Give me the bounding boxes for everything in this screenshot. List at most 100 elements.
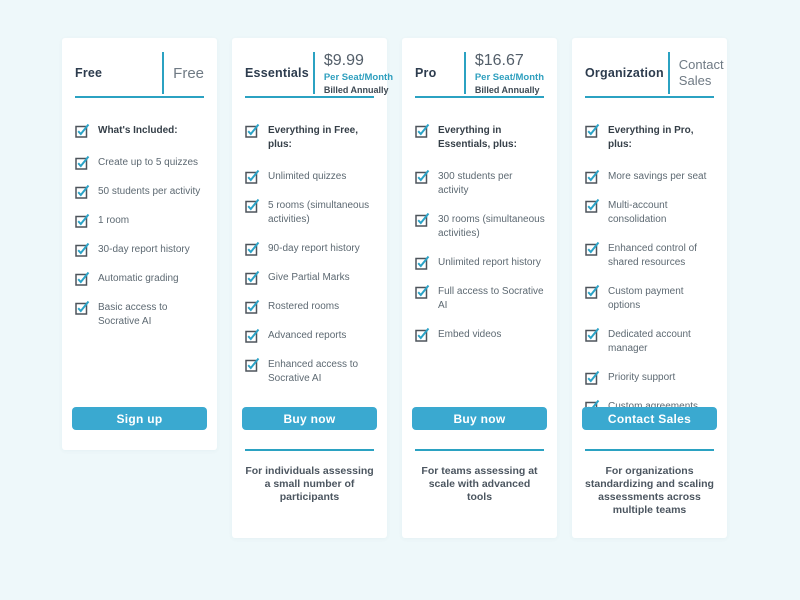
feature-label: 90-day report history <box>268 243 360 254</box>
feature-label: More savings per seat <box>608 171 707 182</box>
header-divider <box>162 52 165 94</box>
header-underline <box>245 96 374 98</box>
billing-note: Billed Annually <box>474 85 540 95</box>
plan-header: Free Free <box>62 38 217 96</box>
price-amount: Free <box>173 64 204 82</box>
checked-checkbox-icon <box>245 270 260 285</box>
feature-item: Unlimited quizzes <box>245 169 375 184</box>
plan-description: For individuals assessing a small number… <box>245 465 374 503</box>
feature-label: Custom agreements <box>608 400 698 414</box>
feature-item: Create up to 5 quizzes <box>75 155 205 170</box>
feature-label: 5 rooms (simultaneous activities) <box>268 200 370 225</box>
plan-description: For teams assessing at scale with advanc… <box>421 465 538 503</box>
checked-checkbox-icon <box>245 299 260 314</box>
checked-checkbox-icon <box>415 255 430 270</box>
checked-checkbox-icon <box>585 370 600 385</box>
feature-item: Everything in Essentials, plus: <box>415 123 545 152</box>
checked-checkbox-icon <box>585 327 600 342</box>
feature-label: 300 students per activity <box>438 171 513 196</box>
feature-item: Unlimited report history <box>415 255 545 270</box>
plan-title: Pro <box>415 66 437 80</box>
header-underline <box>75 96 204 98</box>
price-block: $9.99 Per Seat/Month Billed Annually <box>324 51 393 95</box>
plan-card-pro: Pro $16.67 Per Seat/Month Billed Annuall… <box>402 38 557 538</box>
feature-label: Full access to Socrative AI <box>438 286 544 311</box>
price-block: $16.67 Per Seat/Month Billed Annually <box>475 51 544 95</box>
feature-item: Enhanced control of shared resources <box>585 241 715 270</box>
feature-label: Unlimited quizzes <box>268 171 347 182</box>
plan-footer: For teams assessing at scale with advanc… <box>415 449 544 504</box>
feature-label: Rostered rooms <box>268 301 340 312</box>
checked-checkbox-icon <box>585 123 600 138</box>
feature-item: Multi-account consolidation <box>585 198 715 227</box>
checked-checkbox-icon <box>75 242 90 257</box>
feature-label: Custom payment options <box>608 286 684 311</box>
header-divider <box>463 52 466 94</box>
checked-checkbox-icon <box>585 169 600 184</box>
feature-label: Everything in Pro, plus: <box>608 125 694 150</box>
feature-label: Multi-account consolidation <box>608 200 668 225</box>
feature-label: Basic access to Socrative AI <box>98 302 168 327</box>
header-divider <box>312 52 315 94</box>
header-underline <box>415 96 544 98</box>
plan-footer: For individuals assessing a small number… <box>245 449 374 504</box>
feature-item: Embed videos <box>415 327 545 342</box>
plan-title: Essentials <box>245 66 309 80</box>
checked-checkbox-icon <box>585 284 600 299</box>
pricing-table: Free Free What's Included: Create up to … <box>62 38 727 538</box>
header-divider <box>667 52 670 94</box>
checked-checkbox-icon <box>245 328 260 343</box>
feature-label: Automatic grading <box>98 273 179 284</box>
feature-item: Priority support <box>585 370 715 385</box>
feature-label: 50 students per activity <box>98 186 201 197</box>
feature-item: 90-day report history <box>245 241 375 256</box>
feature-label: What's Included: <box>98 125 178 136</box>
sign-up-button[interactable]: Sign up <box>72 407 207 430</box>
feature-label: Dedicated account manager <box>608 329 691 354</box>
price-amount: Contact Sales <box>678 57 724 88</box>
feature-list: What's Included: Create up to 5 quizzes … <box>62 98 217 329</box>
plan-card-free: Free Free What's Included: Create up to … <box>62 38 217 450</box>
plan-header: Organization Contact Sales <box>572 38 727 96</box>
feature-item: 1 room <box>75 213 205 228</box>
feature-item: Custom payment options <box>585 284 715 313</box>
price-amount: $16.67 <box>474 52 524 69</box>
checked-checkbox-icon <box>415 123 430 138</box>
feature-item: Give Partial Marks <box>245 270 375 285</box>
feature-item: What's Included: <box>75 123 205 138</box>
feature-label: Create up to 5 quizzes <box>98 157 199 168</box>
checked-checkbox-icon <box>75 155 90 170</box>
price-block: Free <box>173 64 204 83</box>
feature-label: 30-day report history <box>98 244 190 255</box>
plan-card-organization: Organization Contact Sales Everything in… <box>572 38 727 538</box>
plan-card-essentials: Essentials $9.99 Per Seat/Month Billed A… <box>232 38 393 538</box>
checked-checkbox-icon <box>75 213 90 228</box>
feature-item: 300 students per activity <box>415 169 545 198</box>
checked-checkbox-icon <box>75 300 90 315</box>
checked-checkbox-icon <box>245 169 260 184</box>
feature-label: Enhanced access to Socrative AI <box>268 359 359 384</box>
buy-now-button[interactable]: Buy now <box>412 407 547 430</box>
feature-item: Enhanced access to Socrative AI <box>245 357 375 386</box>
feature-list: Everything in Pro, plus: More savings pe… <box>572 98 727 414</box>
feature-label: Embed videos <box>438 329 502 340</box>
buy-now-button[interactable]: Buy now <box>242 407 377 430</box>
checked-checkbox-icon <box>585 198 600 213</box>
checked-checkbox-icon <box>585 241 600 256</box>
checked-checkbox-icon <box>75 184 90 199</box>
feature-label: Give Partial Marks <box>268 272 350 283</box>
checked-checkbox-icon <box>245 357 260 372</box>
plan-description: For organizations standardizing and scal… <box>585 465 714 516</box>
feature-label: 1 room <box>98 215 130 226</box>
feature-item: 50 students per activity <box>75 184 205 199</box>
contact-sales-button[interactable]: Contact Sales <box>582 407 717 430</box>
feature-item: Advanced reports <box>245 328 375 343</box>
plan-title: Organization <box>585 66 664 80</box>
checked-checkbox-icon <box>75 123 90 138</box>
plan-footer: For organizations standardizing and scal… <box>585 449 714 517</box>
checked-checkbox-icon <box>415 169 430 184</box>
billing-note: Billed Annually <box>323 85 389 95</box>
checked-checkbox-icon <box>245 241 260 256</box>
plan-header: Essentials $9.99 Per Seat/Month Billed A… <box>232 38 393 96</box>
feature-item: Automatic grading <box>75 271 205 286</box>
